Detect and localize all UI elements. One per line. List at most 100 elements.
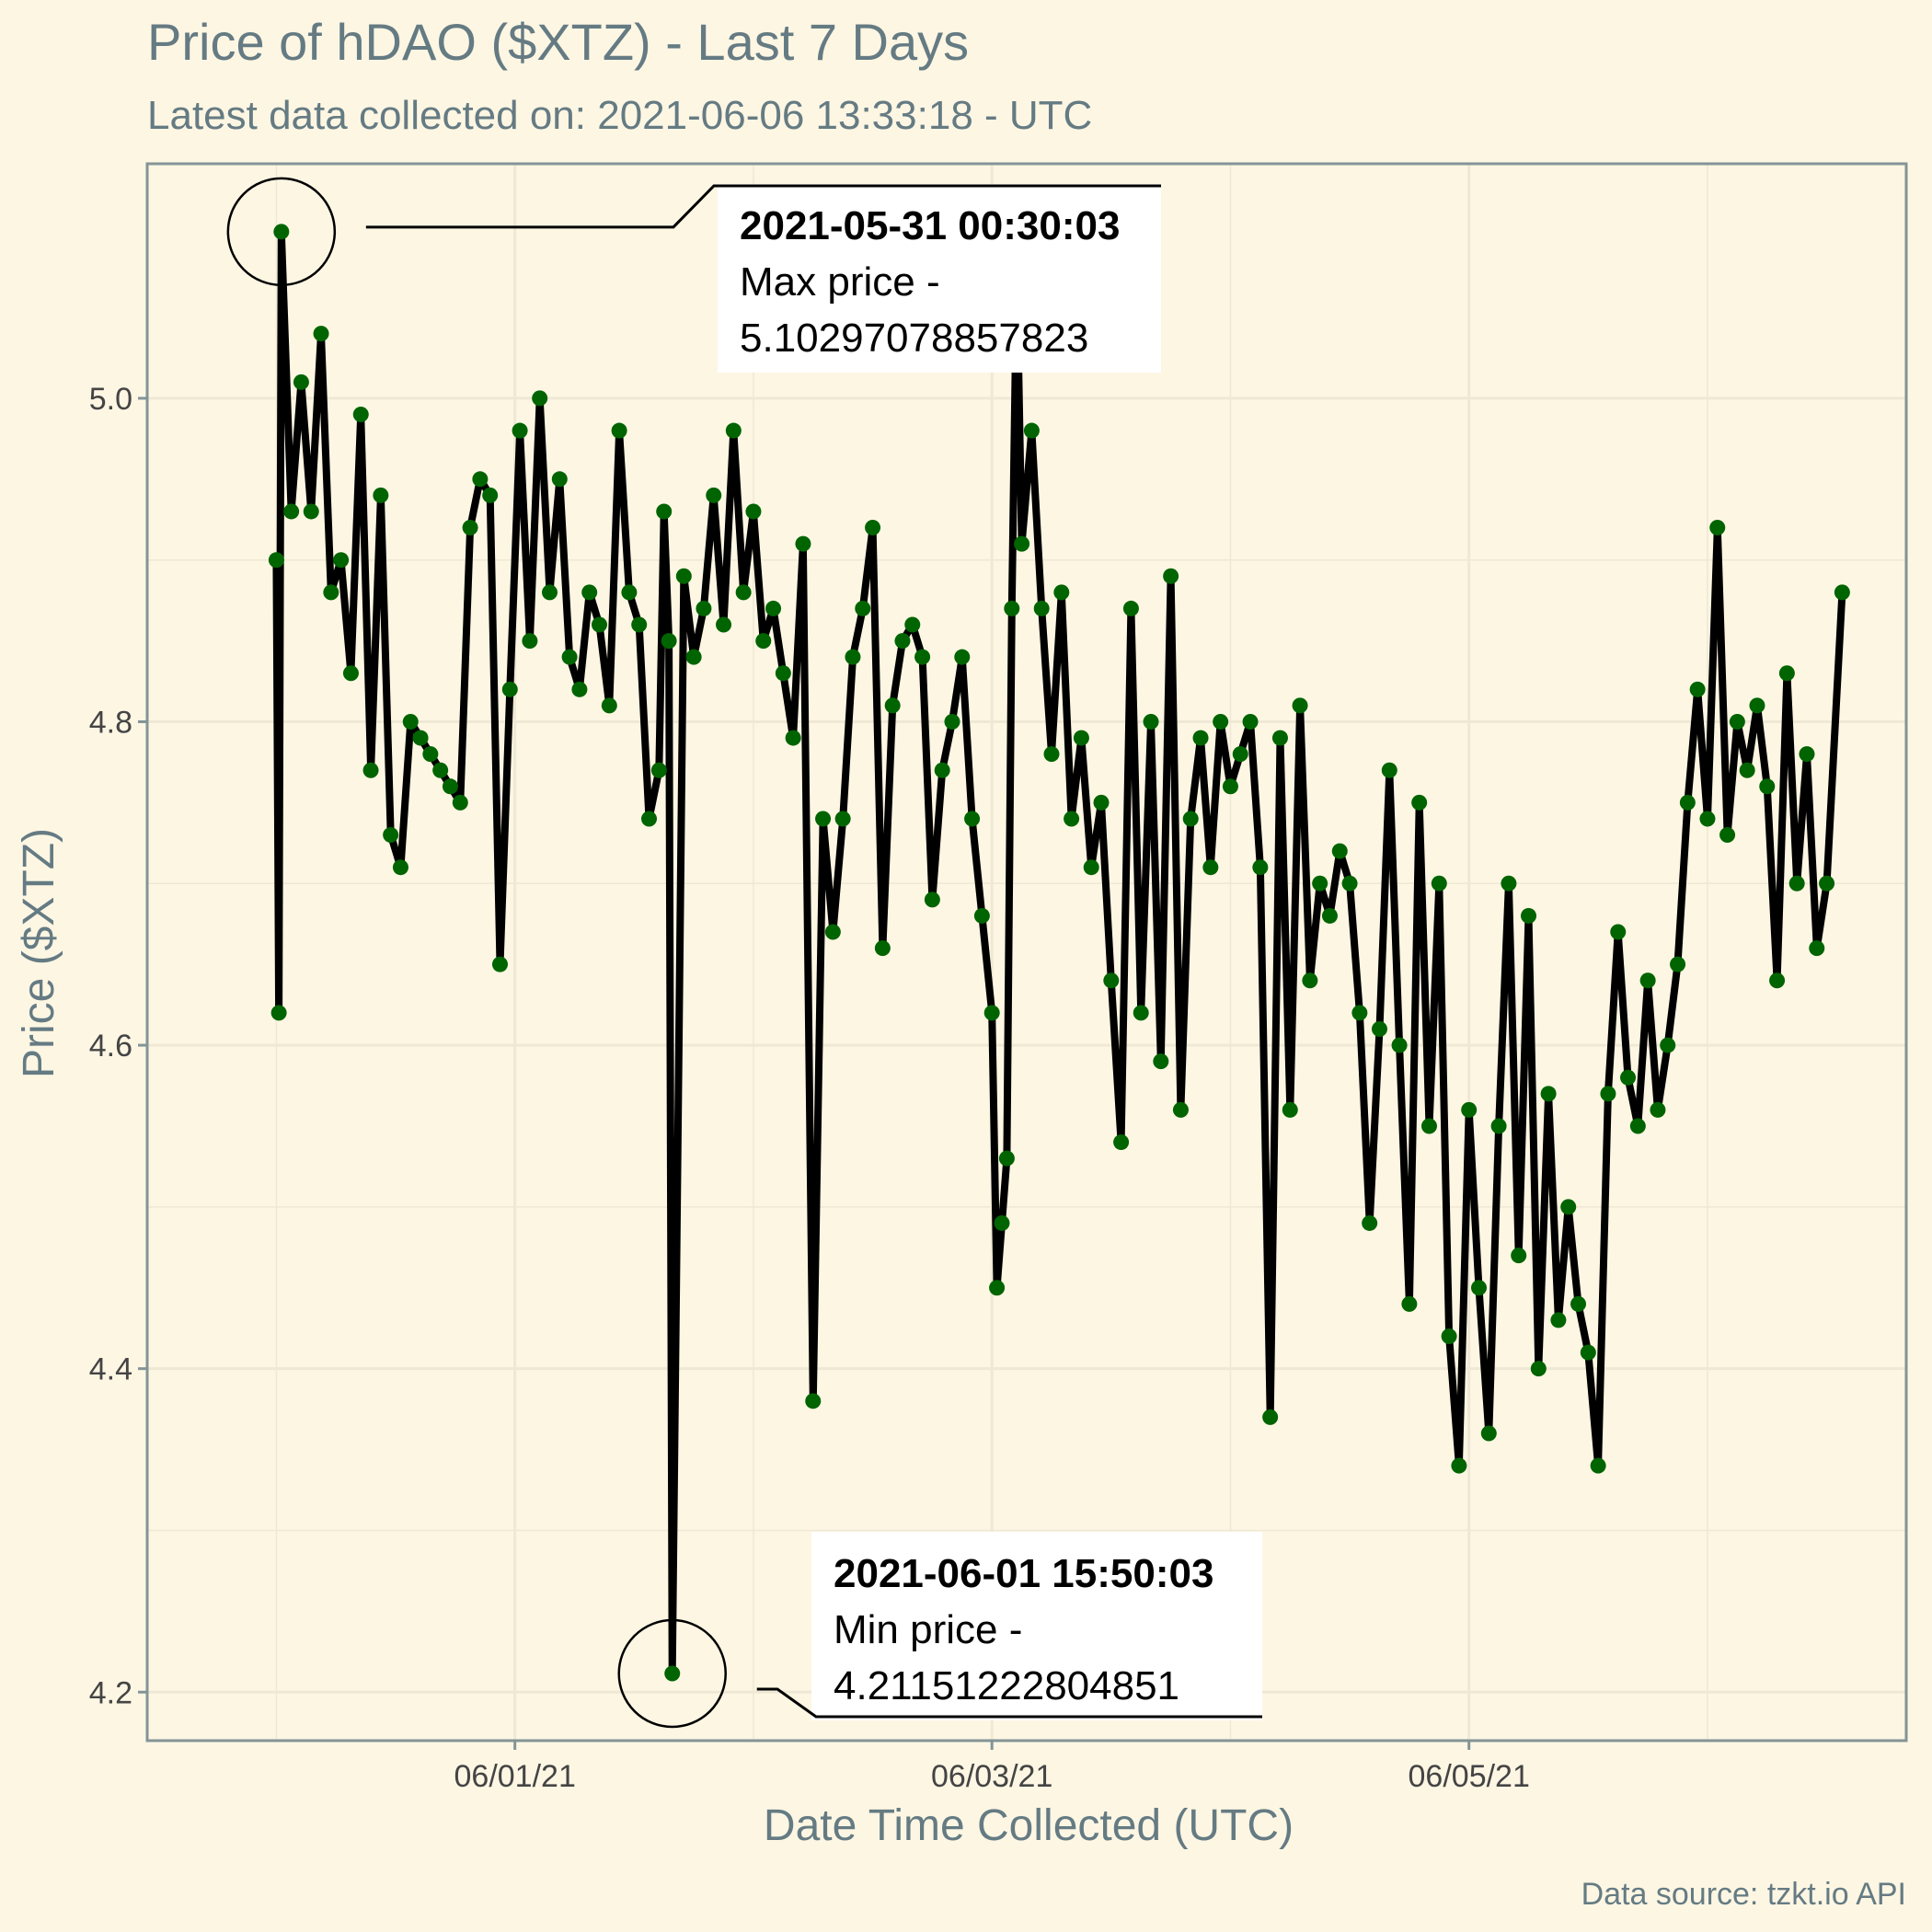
annotations: 2021-05-31 00:30:03 Max price - 5.10297078…: [226, 177, 1262, 1729]
price-point: [601, 697, 617, 714]
price-point: [1769, 972, 1786, 989]
price-point: [1689, 681, 1706, 697]
max-label-line-2: Max price -: [740, 259, 940, 305]
price-point: [621, 584, 638, 601]
price-point: [735, 584, 752, 601]
price-point: [650, 762, 667, 778]
price-point: [685, 649, 702, 665]
price-point: [392, 859, 408, 876]
price-point: [1312, 875, 1328, 891]
price-point: [696, 600, 712, 616]
price-point: [323, 584, 339, 601]
price-point: [824, 924, 841, 940]
price-point: [914, 649, 931, 665]
max-label-box: [718, 184, 1161, 373]
price-point: [422, 746, 439, 763]
price-point: [313, 326, 329, 342]
price-line: [272, 227, 1846, 1677]
price-point: [894, 633, 911, 650]
price-point: [1113, 1134, 1130, 1151]
price-point: [964, 811, 981, 827]
price-point: [561, 649, 578, 665]
price-point: [1560, 1199, 1577, 1215]
price-point: [1122, 600, 1139, 616]
price-point: [1600, 1086, 1616, 1102]
min-label-line-2: Min price -: [834, 1607, 1022, 1652]
x-axis-title: Date Time Collected (UTC): [764, 1801, 1294, 1850]
price-point: [1420, 1118, 1437, 1134]
x-tick-label: 06/01/21: [454, 1759, 576, 1794]
price-point: [924, 891, 940, 908]
chart-caption: Data source: tzkt.io API: [1581, 1877, 1906, 1912]
price-point: [845, 649, 861, 665]
max-label-leader: [365, 184, 1161, 229]
price-point: [1093, 794, 1110, 811]
price-point: [402, 713, 419, 730]
price-point: [270, 1005, 287, 1021]
price-point: [1451, 1457, 1467, 1474]
price-point: [1650, 1101, 1666, 1118]
price-point: [664, 1665, 681, 1682]
price-point: [815, 811, 832, 827]
price-point: [1739, 762, 1755, 778]
price-point: [501, 681, 518, 697]
price-point: [362, 762, 379, 778]
price-point: [1660, 1037, 1676, 1053]
price-point: [1083, 859, 1099, 876]
price-point: [571, 681, 588, 697]
price-point: [716, 616, 732, 633]
panel-border: [145, 162, 1908, 1742]
price-point: [1351, 1005, 1368, 1021]
price-point: [631, 616, 648, 633]
price-point: [373, 487, 389, 503]
price-point: [1719, 827, 1736, 844]
chart-subtitle: Latest data collected on: 2021-06-06 13:…: [147, 93, 1092, 138]
axes: 4.2 4.4 4.6 4.8 5.0 06/01/21 06/03/21 06/05/21: [89, 162, 1908, 1794]
price-point: [1788, 875, 1805, 891]
price-point: [482, 487, 499, 503]
price-point: [1153, 1053, 1169, 1070]
price-point: [1809, 940, 1825, 957]
price-point: [1461, 1101, 1478, 1118]
price-point: [491, 956, 508, 972]
price-point: [1331, 843, 1348, 859]
price-point: [994, 1214, 1010, 1231]
price-point: [1511, 1248, 1527, 1264]
price-point: [1033, 600, 1050, 616]
price-point: [765, 600, 782, 616]
price-point: [944, 713, 960, 730]
price-point: [954, 649, 971, 665]
price-point: [1441, 1328, 1457, 1345]
price-point: [452, 794, 468, 811]
price-point: [1490, 1118, 1507, 1134]
price-point: [1064, 811, 1080, 827]
price-point: [785, 730, 801, 746]
price-point: [874, 940, 891, 957]
price-point: [1053, 584, 1070, 601]
price-point: [1759, 778, 1776, 795]
price-point: [884, 697, 901, 714]
price-point: [1639, 972, 1656, 989]
min-label-line-3: 4.21151222804851: [834, 1663, 1179, 1708]
min-label-line-1: 2021-06-01 15:50:03: [834, 1551, 1213, 1596]
price-point: [1252, 859, 1269, 876]
price-point: [1778, 665, 1795, 682]
price-point: [1143, 713, 1159, 730]
price-point: [973, 907, 990, 924]
price-point: [1023, 422, 1040, 439]
price-point: [1341, 875, 1358, 891]
price-point: [998, 1150, 1015, 1167]
min-label-box: [811, 1532, 1262, 1720]
price-point: [1471, 1280, 1488, 1296]
price-point: [611, 422, 627, 439]
price-point: [1590, 1457, 1606, 1474]
price-point: [592, 616, 608, 633]
y-tick-label: 4.8: [89, 705, 132, 740]
price-point: [1729, 713, 1745, 730]
price-point: [1620, 1069, 1637, 1086]
max-highlight-circle: [226, 177, 337, 287]
price-point: [1262, 1409, 1279, 1425]
price-point: [1213, 713, 1229, 730]
price-point: [541, 584, 558, 601]
price-point: [1670, 956, 1686, 972]
